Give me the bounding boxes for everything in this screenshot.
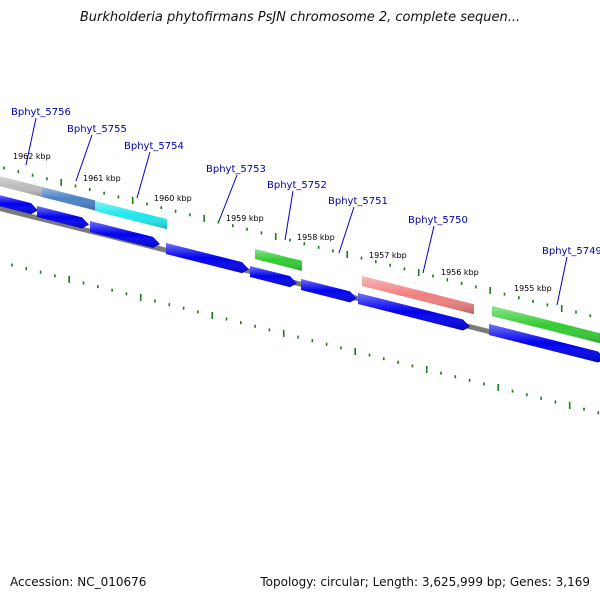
gene-label-bphyt-5754[interactable]: Bphyt_5754 (124, 141, 184, 152)
feature-bphyt-5750-shade (362, 276, 474, 315)
gene-label-bphyt-5752[interactable]: Bphyt_5752 (267, 180, 327, 191)
leader-line-5 (284, 190, 294, 241)
gene-label-bphyt-5753[interactable]: Bphyt_5753 (206, 164, 266, 175)
cds-track (0, 195, 600, 363)
cds-arrow-3-shade (90, 221, 160, 248)
leader-line-6 (338, 206, 355, 254)
inner-tick-track (11, 263, 600, 415)
leader-line-7 (422, 225, 435, 274)
gene-label-bphyt-5750[interactable]: Bphyt_5750 (408, 215, 468, 226)
feature-bphyt-5749-shade (492, 306, 600, 344)
kbp-label-1961: 1961 kbp (83, 174, 121, 183)
feature-bphyt-5755-shade (42, 187, 95, 211)
leader-line-8 (556, 256, 568, 306)
gene-label-bphyt-5755[interactable]: Bphyt_5755 (67, 124, 127, 135)
outer-tick-track (3, 166, 592, 318)
kbp-label-1957: 1957 kbp (369, 251, 407, 260)
leader-line-3 (136, 151, 151, 199)
kbp-label-1956: 1956 kbp (441, 268, 479, 277)
sequence-summary: Topology: circular; Length: 3,625,999 bp… (260, 575, 590, 589)
gene-label-bphyt-5751[interactable]: Bphyt_5751 (328, 196, 388, 207)
leader-line-4 (218, 174, 238, 222)
cds-arrow-6-shade (301, 279, 357, 303)
kbp-label-1960: 1960 kbp (154, 194, 192, 203)
cds-arrow-1-shade (0, 195, 38, 215)
label-leaders (25, 117, 568, 306)
kbp-label-1959: 1959 kbp (226, 214, 264, 223)
gene-label-bphyt-5749[interactable]: Bphyt_5749 (542, 246, 600, 257)
leader-line-1 (25, 117, 37, 166)
kbp-label-1958: 1958 kbp (297, 233, 335, 242)
kbp-label-1962: 1962 kbp (13, 152, 51, 161)
cds-arrow-5-shade (250, 266, 297, 288)
feature-bphyt-5752-shade (255, 249, 302, 271)
feature-bphyt-5756-shade (0, 176, 42, 197)
feature-track (0, 176, 600, 344)
map-title: Burkholderia phytofirmans PsJN chromosom… (79, 10, 521, 25)
kbp-label-1955: 1955 kbp (514, 284, 552, 293)
cds-arrow-4-shade (166, 243, 249, 274)
accession-text: Accession: NC_010676 (10, 575, 147, 589)
leader-line-2 (75, 134, 93, 182)
cds-arrow-7-shade (358, 293, 470, 331)
feature-bphyt-5754-shade (95, 201, 167, 230)
cds-arrow-8-shade (489, 324, 600, 363)
cds-arrow-2-shade (37, 206, 89, 229)
gene-label-bphyt-5756[interactable]: Bphyt_5756 (11, 107, 71, 118)
